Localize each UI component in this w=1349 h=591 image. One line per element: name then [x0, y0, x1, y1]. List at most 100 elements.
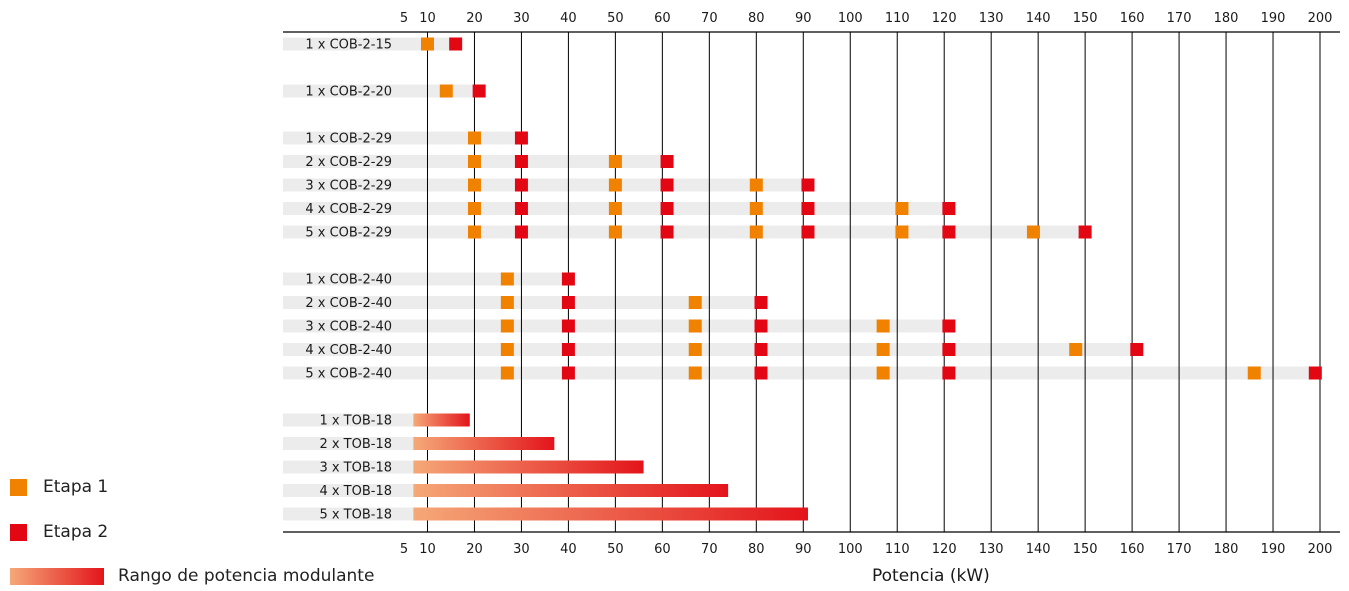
- stage1-marker: [688, 366, 702, 380]
- row-background: [283, 272, 569, 286]
- row-background: [283, 84, 480, 98]
- stage2-marker: [942, 225, 956, 239]
- row-label: 2 x COB-2-40: [305, 296, 392, 311]
- modulating-range-bar: [413, 460, 644, 474]
- stage2-marker: [449, 37, 463, 51]
- legend-item-stage2: Etapa 2: [10, 522, 108, 542]
- stage1-marker: [688, 343, 702, 356]
- stage1-marker: [876, 343, 890, 356]
- stage2-marker: [514, 178, 528, 192]
- tick-label-bottom: 200: [1308, 542, 1333, 557]
- stage1-marker: [439, 84, 453, 98]
- stage2-marker: [942, 343, 956, 356]
- row-label: 4 x TOB-18: [319, 484, 392, 499]
- stage1-marker: [1026, 225, 1040, 239]
- tick-label-bottom: 170: [1167, 542, 1192, 557]
- row-label: 5 x COB-2-29: [305, 226, 392, 241]
- stage1-marker: [688, 296, 702, 309]
- stage2-marker: [1308, 366, 1322, 380]
- stage1-marker: [608, 155, 622, 168]
- row-label: 1 x COB-2-15: [305, 38, 392, 53]
- stage2-marker: [660, 225, 674, 239]
- stage1-marker: [1247, 366, 1261, 380]
- stage2-marker: [801, 178, 815, 192]
- stage1-marker: [895, 225, 909, 239]
- tick-label-top: 40: [560, 11, 577, 26]
- row-background: [283, 178, 808, 192]
- modulating-range-bar: [413, 437, 555, 450]
- row-label: 1 x COB-2-29: [305, 132, 392, 147]
- tick-label-bottom: 150: [1073, 542, 1098, 557]
- tick-label-bottom: 10: [419, 542, 436, 557]
- tick-label-top: 50: [607, 11, 624, 26]
- row-label: 5 x COB-2-40: [305, 367, 392, 382]
- axes: [283, 31, 1340, 533]
- modulating-range-bar: [413, 484, 729, 497]
- tick-label-top: 5: [400, 11, 408, 26]
- row-label: 2 x TOB-18: [319, 437, 392, 452]
- tick-label-top: 190: [1261, 11, 1286, 26]
- row-label: 3 x COB-2-40: [305, 320, 392, 335]
- tick-labels: 5 5 10 10 20 20 30 30 40 40 50 50 60 60 70 70 80 80 90 90 10…: [400, 11, 1333, 557]
- legend-label-stage2: Etapa 2: [43, 522, 109, 542]
- stage2-marker: [801, 202, 815, 215]
- stage2-marker: [801, 225, 815, 239]
- stage1-marker: [749, 202, 763, 215]
- row-background: [283, 319, 949, 333]
- tick-label-bottom: 100: [838, 542, 863, 557]
- legend-item-range: Rango de potencia modulante: [10, 566, 374, 586]
- stage1-marker: [467, 131, 481, 145]
- range-swatch: [10, 567, 104, 585]
- row-labels: 1 x COB-2-15 1 x COB-2-20 1 x COB-2-29 2 x …: [305, 38, 392, 523]
- tick-label-top: 150: [1073, 11, 1098, 26]
- tick-label-top: 160: [1120, 11, 1145, 26]
- stage2-marker: [754, 319, 768, 333]
- tick-label-bottom: 190: [1261, 542, 1286, 557]
- stage1-swatch: [10, 478, 27, 496]
- stage2-marker: [561, 366, 575, 380]
- tick-label-bottom: 70: [701, 542, 718, 557]
- stage1-marker: [1069, 343, 1083, 356]
- row-background: [283, 37, 456, 51]
- tick-label-bottom: 110: [885, 542, 910, 557]
- stage1-marker: [420, 37, 434, 51]
- stage1-marker: [876, 319, 890, 333]
- stage2-swatch: [10, 523, 27, 541]
- stage2-marker: [942, 366, 956, 380]
- row-background: [283, 343, 1137, 356]
- modulating-range-bar: [413, 507, 808, 521]
- stage1-marker: [876, 366, 890, 380]
- stage1-marker: [500, 366, 514, 380]
- stage1-marker: [500, 343, 514, 356]
- stage1-marker: [608, 225, 622, 239]
- stage2-marker: [1078, 225, 1092, 239]
- stage1-marker: [895, 202, 909, 215]
- stage1-marker: [467, 178, 481, 192]
- row-background: [283, 366, 1316, 380]
- tick-label-top: 30: [513, 11, 530, 26]
- tick-label-top: 180: [1214, 11, 1239, 26]
- tick-label-bottom: 80: [748, 542, 765, 557]
- stage2-marker: [514, 225, 528, 239]
- tick-label-top: 170: [1167, 11, 1192, 26]
- stage2-marker: [660, 202, 674, 215]
- tick-label-top: 90: [795, 11, 812, 26]
- row-label: 1 x TOB-18: [319, 414, 392, 429]
- x-axis-title: Potencia (kW): [872, 566, 990, 586]
- tick-label-bottom: 130: [979, 542, 1004, 557]
- stage1-marker: [749, 178, 763, 192]
- legend-label-stage1: Etapa 1: [43, 477, 109, 497]
- tick-label-bottom: 50: [607, 542, 624, 557]
- stage2-marker: [754, 366, 768, 380]
- stage2-marker: [514, 155, 528, 168]
- tick-label-top: 60: [654, 11, 671, 26]
- tick-label-top: 110: [885, 11, 910, 26]
- tick-label-top: 20: [466, 11, 483, 26]
- tick-label-bottom: 60: [654, 542, 671, 557]
- stage1-marker: [500, 296, 514, 309]
- row-background: [283, 131, 522, 145]
- stage2-marker: [561, 296, 575, 309]
- row-label: 1 x COB-2-40: [305, 273, 392, 288]
- stage1-marker: [608, 178, 622, 192]
